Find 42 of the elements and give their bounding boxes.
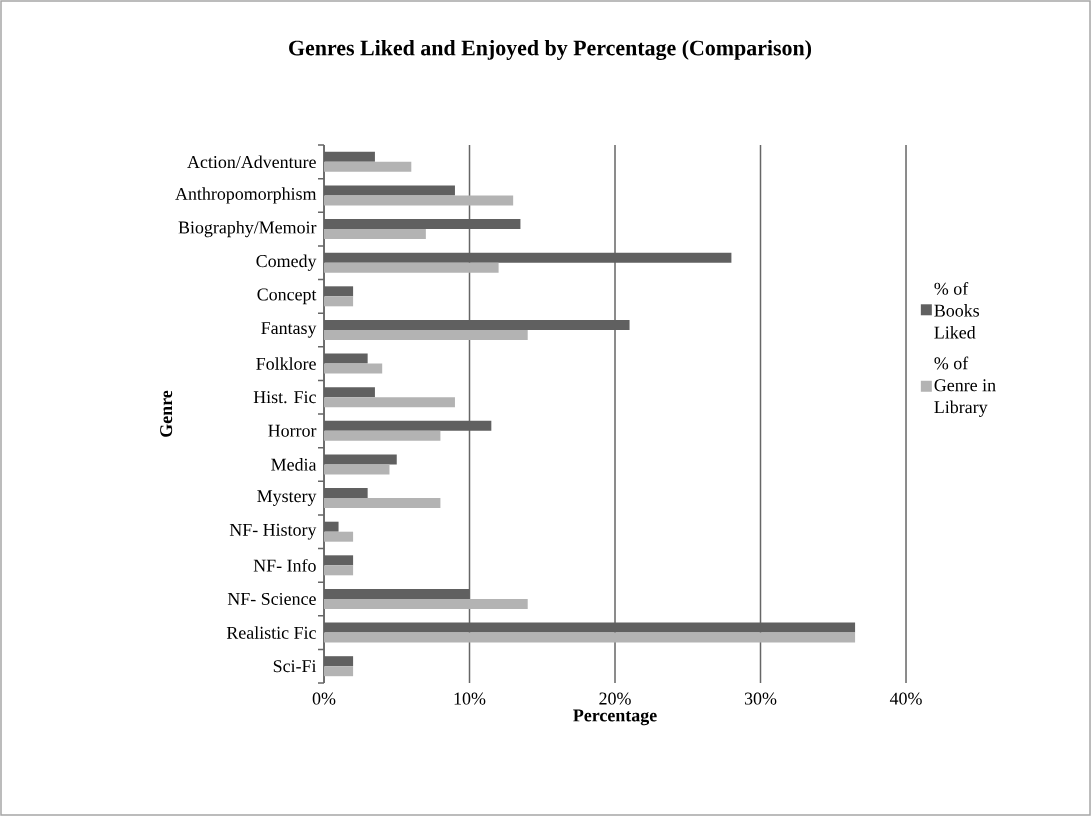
x-tick-label: 10%: [454, 692, 486, 705]
y-tick-label: Biography/Memoir: [178, 220, 317, 238]
y-tick-label: Comedy: [256, 254, 317, 271]
y-tick-label: NF- Info: [253, 558, 316, 572]
x-tick-label: 0%: [312, 692, 336, 705]
bar: [324, 161, 412, 172]
x-tick-label: 30%: [744, 692, 777, 705]
y-tick-label: Hist. Fic: [253, 391, 316, 404]
bar: [324, 397, 455, 408]
x-axis-title: Percentage: [573, 709, 657, 726]
y-tick-label: Realistic Fic: [226, 626, 316, 639]
bar: [324, 329, 528, 340]
bar: [324, 430, 441, 441]
x-tick-label: 40%: [889, 692, 922, 705]
y-tick-label: Concept: [257, 288, 317, 305]
bar: [324, 632, 856, 643]
bar: [324, 598, 528, 609]
y-tick-label: Action/Adventure: [187, 155, 316, 169]
legend-label: % of Books Liked: [934, 281, 980, 339]
y-tick-label: Horror: [268, 424, 317, 437]
y-tick-label: NF- Science: [227, 592, 316, 605]
chart-title: Genres Liked and Enjoyed by Percentage (Comparison): [289, 39, 812, 61]
bar: [324, 464, 390, 475]
y-tick-label: Sci-Fi: [273, 660, 317, 673]
y-tick-label: Folklore: [256, 357, 316, 370]
bar: [324, 195, 514, 206]
x-tick-label: 20%: [599, 692, 631, 705]
bar: [324, 229, 426, 240]
bar: [324, 296, 354, 307]
legend-label: % of Genre in Library: [934, 356, 996, 417]
bar: [324, 666, 354, 677]
y-tick-label: Mystery: [257, 490, 317, 506]
y-tick-label: Fantasy: [261, 322, 317, 338]
bar: [324, 363, 383, 374]
bar: [324, 565, 354, 576]
y-tick-label: Anthropomorphism: [175, 187, 317, 204]
y-axis-title: Genre: [160, 390, 173, 437]
bar: [324, 531, 354, 542]
bar: [324, 262, 499, 273]
y-tick-label: Media: [271, 458, 317, 471]
bar: [324, 498, 441, 509]
y-tick-label: NF- History: [229, 523, 317, 540]
